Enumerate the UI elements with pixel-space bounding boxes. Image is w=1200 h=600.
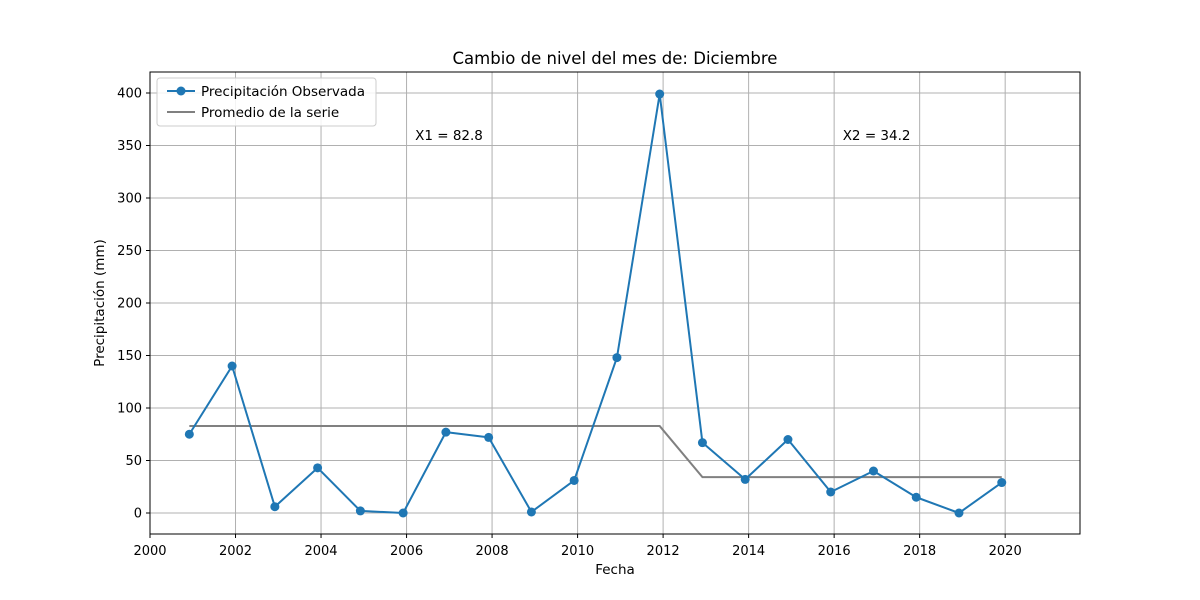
y-tick-label: 400 — [117, 87, 142, 102]
y-axis-title: Precipitación (mm) — [92, 239, 108, 367]
legend-observed-marker — [176, 86, 186, 96]
observed-point — [997, 478, 1007, 488]
axis-ticks: 2000 2002 2004 2006 2008 2010 2012 2014 2016 2018… — [117, 87, 1022, 560]
series-observed-line — [188, 93, 1003, 514]
y-tick-label: 100 — [117, 402, 142, 417]
observed-point — [313, 463, 323, 473]
observed-point — [398, 508, 408, 518]
observed-point — [697, 438, 707, 448]
annotations: X1 = 82.8 X2 = 34.2 — [415, 128, 910, 144]
x-tick-label: 2006 — [390, 544, 423, 559]
y-tick-label: 200 — [117, 297, 142, 312]
observed-point — [227, 361, 237, 371]
y-tick-label: 350 — [117, 139, 142, 154]
series-layer — [184, 89, 1007, 518]
observed-point — [740, 474, 750, 484]
x-axis-title: Fecha — [595, 562, 635, 578]
x-tick-label: 2014 — [732, 544, 765, 559]
y-tick-label: 150 — [117, 349, 142, 364]
chart-title: Cambio de nivel del mes de: Diciembre — [453, 49, 778, 68]
legend-observed-label: Precipitación Observada — [201, 84, 365, 100]
x-tick-label: 2018 — [903, 544, 936, 559]
x-tick-label: 2004 — [304, 544, 337, 559]
y-tick-label: 50 — [125, 454, 142, 469]
x-tick-label: 2020 — [989, 544, 1022, 559]
y-tick-label: 250 — [117, 244, 142, 259]
observed-point — [441, 427, 451, 437]
observed-point — [868, 466, 878, 476]
y-tick-label: 300 — [117, 192, 142, 207]
observed-point — [826, 487, 836, 497]
x-tick-label: 2000 — [133, 544, 166, 559]
x-tick-label: 2008 — [476, 544, 509, 559]
observed-point — [911, 492, 921, 502]
observed-point — [612, 353, 622, 363]
observed-point — [954, 508, 964, 518]
legend-mean-label: Promedio de la serie — [201, 105, 339, 121]
x-tick-label: 2010 — [561, 544, 594, 559]
legend: Precipitación Observada Promedio de la s… — [156, 77, 377, 127]
observed-point — [270, 502, 280, 512]
observed-point — [783, 435, 793, 444]
legend-box — [156, 77, 377, 127]
x-tick-label: 2002 — [219, 544, 252, 559]
observed-point — [484, 432, 494, 442]
observed-point — [569, 475, 579, 485]
annotation-label: X1 = 82.8 — [415, 128, 483, 144]
x-tick-label: 2016 — [818, 544, 851, 559]
series-mean-line — [189, 425, 1002, 479]
observed-point — [526, 507, 536, 517]
annotation-label: X2 = 34.2 — [843, 128, 911, 144]
observed-point — [355, 506, 365, 516]
observed-point — [655, 89, 665, 99]
observed-point — [184, 429, 194, 439]
y-tick-label: 0 — [134, 507, 142, 522]
x-tick-label: 2012 — [647, 544, 680, 559]
